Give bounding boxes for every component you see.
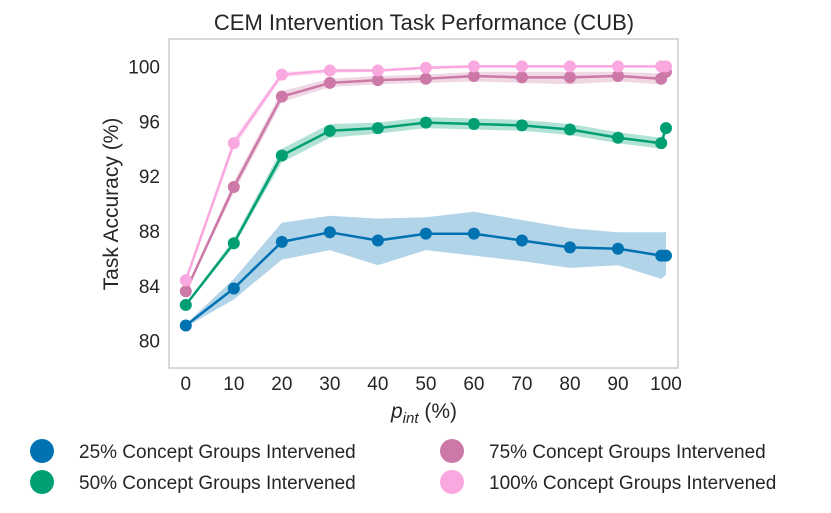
series-1-point xyxy=(467,117,480,130)
series-3-point xyxy=(227,137,240,150)
y-tick-label: 96 xyxy=(139,112,160,133)
series-1-point xyxy=(611,131,624,144)
series-1-point xyxy=(655,137,668,150)
series-3-point xyxy=(611,60,624,73)
legend-label: 50% Concept Groups Intervened xyxy=(79,473,356,494)
x-tick-label: 10 xyxy=(223,374,244,395)
series-2-point xyxy=(227,181,240,194)
series-3-point xyxy=(275,68,288,81)
legend-label: 75% Concept Groups Intervened xyxy=(489,442,766,463)
legend-marker xyxy=(30,470,54,494)
series-0-point xyxy=(275,235,288,248)
series-0-point xyxy=(563,241,576,254)
legend-label: 25% Concept Groups Intervened xyxy=(79,442,356,463)
series-markers xyxy=(179,60,672,332)
series-2-line xyxy=(184,71,668,292)
series-2-point xyxy=(323,76,336,89)
series-1-point xyxy=(563,123,576,136)
plot-area xyxy=(168,38,679,369)
x-tick-label: 40 xyxy=(367,374,388,395)
series-1-point xyxy=(515,119,528,132)
series-2-point xyxy=(275,90,288,103)
series-0-point xyxy=(419,227,432,240)
series-0-point xyxy=(611,242,624,255)
series-2-point xyxy=(515,71,528,84)
x-axis-label-main: p xyxy=(390,400,403,423)
y-tick-label: 88 xyxy=(139,222,160,243)
series-1-point xyxy=(179,298,192,311)
series-1-point xyxy=(323,124,336,137)
series-1-point xyxy=(227,237,240,250)
series-3-point xyxy=(179,274,192,287)
x-axis-label: pint (%) xyxy=(390,400,457,427)
x-axis-ticks: 0 10 20 30 40 50 60 70 80 90 100 xyxy=(181,374,682,395)
series-3-point xyxy=(659,60,672,73)
x-axis-label-unit: (%) xyxy=(419,400,458,423)
series-2-point xyxy=(611,70,624,83)
y-tick-label: 80 xyxy=(139,332,160,353)
series-0-point xyxy=(227,282,240,295)
series-0-point xyxy=(371,234,384,247)
x-tick-label: 20 xyxy=(271,374,292,395)
y-axis-ticks: 80 84 88 92 96 100 xyxy=(128,57,160,352)
series-2-point xyxy=(563,71,576,84)
y-tick-label: 100 xyxy=(128,57,160,78)
legend-marker xyxy=(440,439,464,463)
series-2-point xyxy=(419,72,432,85)
series-1-point xyxy=(659,122,672,135)
series-3-point xyxy=(467,60,480,73)
series-3-point xyxy=(419,61,432,74)
x-tick-label: 30 xyxy=(319,374,340,395)
y-axis-label: Task Accuracy (%) xyxy=(100,118,123,291)
series-1-point xyxy=(275,149,288,162)
series-1-point xyxy=(419,116,432,129)
x-tick-label: 0 xyxy=(181,374,192,395)
chart-title: CEM Intervention Task Performance (CUB) xyxy=(214,10,634,35)
series-1-point xyxy=(371,122,384,135)
y-tick-label: 92 xyxy=(139,167,160,188)
series-0-point xyxy=(515,234,528,247)
x-tick-label: 50 xyxy=(415,374,436,395)
series-lines xyxy=(184,65,668,327)
series-0-point xyxy=(323,226,336,239)
x-tick-label: 60 xyxy=(463,374,484,395)
series-3-point xyxy=(515,60,528,73)
series-1-line xyxy=(184,121,668,306)
legend-label: 100% Concept Groups Intervened xyxy=(489,473,776,494)
series-3-point xyxy=(323,64,336,77)
series-2-point xyxy=(371,74,384,87)
series-3-point xyxy=(563,60,576,73)
x-axis-label-subscript: int xyxy=(403,410,420,427)
legend-marker xyxy=(440,470,464,494)
x-tick-label: 90 xyxy=(607,374,628,395)
series-0-point xyxy=(179,319,192,332)
series-2-point xyxy=(179,285,192,298)
series-0-point xyxy=(659,249,672,262)
legend-marker xyxy=(30,439,54,463)
series-0-line xyxy=(185,231,666,327)
series-2-point xyxy=(467,70,480,83)
legend: 25% Concept Groups Intervened 50% Concept… xyxy=(30,439,776,494)
x-tick-label: 100 xyxy=(650,374,682,395)
x-tick-label: 80 xyxy=(559,374,580,395)
series-3-line xyxy=(184,65,666,281)
series-3-point xyxy=(371,64,384,77)
series-0-point xyxy=(467,227,480,240)
series-0-confidence-band xyxy=(185,211,667,327)
y-tick-label: 84 xyxy=(139,277,161,298)
x-tick-label: 70 xyxy=(511,374,532,395)
